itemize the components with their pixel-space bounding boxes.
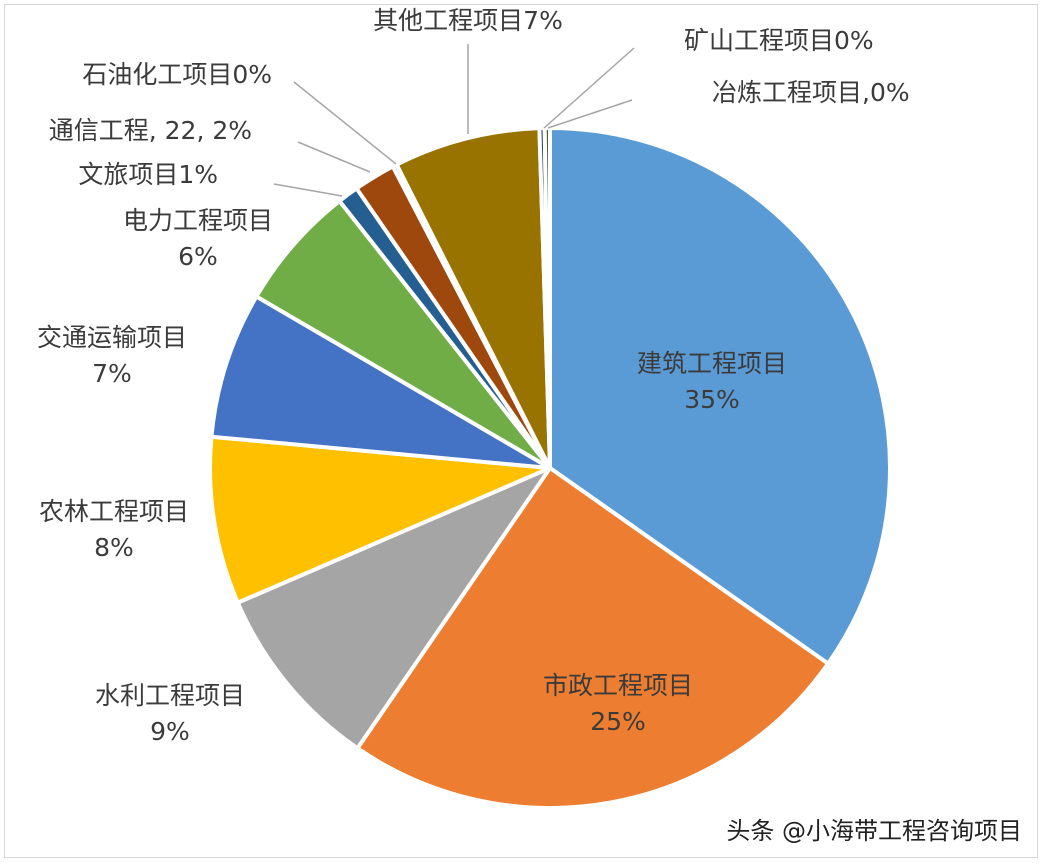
slice-label-line: 35% xyxy=(684,385,740,414)
leader-line xyxy=(297,141,371,173)
slice-label: 矿山工程项目0% xyxy=(684,26,874,55)
slice-label-line: 冶炼工程项目,0% xyxy=(712,78,910,107)
pie-slice xyxy=(548,126,892,666)
slice-label-line: 8% xyxy=(94,533,134,562)
pie-slice xyxy=(394,126,552,470)
slice-label-line: 其他工程项目7% xyxy=(373,6,563,35)
slice-label: 市政工程项目 25% xyxy=(543,671,693,736)
slice-label-line: 9% xyxy=(150,717,190,746)
pie-slice xyxy=(208,434,552,605)
pie-slice xyxy=(235,466,552,751)
slice-label: 冶炼工程项目,0% xyxy=(712,78,910,107)
slice-labels: 建筑工程项目 35% 市政工程项目 25% 水利工程项目 9% 农林工程项目 8% 交通运输项目… xyxy=(37,6,910,746)
slice-label: 水利工程项目 9% xyxy=(95,681,245,746)
slice-label-line: 文旅项目1% xyxy=(78,160,218,189)
slice-label-line: 7% xyxy=(92,359,132,388)
slice-label-line: 矿山工程项目0% xyxy=(684,26,874,55)
slice-label: 电力工程项目 6% xyxy=(123,206,273,271)
leader-line xyxy=(543,47,635,129)
slice-label: 建筑工程项目 35% xyxy=(637,349,787,414)
slice-label-line: 市政工程项目 xyxy=(543,671,693,700)
pie-slices xyxy=(208,125,892,810)
leader-line xyxy=(547,99,633,129)
leader-line xyxy=(293,81,397,165)
chart-frame xyxy=(4,4,1038,858)
slice-label: 石油化工项目0% xyxy=(82,60,272,89)
pie-slice xyxy=(355,466,831,810)
slice-label: 通信工程, 22, 2% xyxy=(49,116,252,145)
slice-label-line: 通信工程, 22, 2% xyxy=(49,116,252,145)
slice-label-line: 建筑工程项目 xyxy=(637,349,787,378)
slice-label-line: 电力工程项目 xyxy=(123,206,273,235)
slice-label-line: 水利工程项目 xyxy=(95,681,245,710)
watermark: 头条 @小海带工程咨询项目 xyxy=(726,817,1022,845)
slice-label: 交通运输项目 7% xyxy=(37,323,187,388)
slice-label-line: 农林工程项目 xyxy=(39,497,189,526)
pie-slice xyxy=(209,294,552,470)
slice-label-line: 6% xyxy=(178,242,218,271)
slice-label: 文旅项目1% xyxy=(78,160,218,189)
pie-slice xyxy=(254,199,552,470)
slice-label-line: 石油化工项目0% xyxy=(82,60,272,89)
leader-line xyxy=(273,183,343,197)
slice-label-line: 25% xyxy=(590,707,646,736)
slice-label-line: 交通运输项目 xyxy=(37,323,187,352)
slice-label: 农林工程项目 8% xyxy=(39,497,189,562)
slice-label: 其他工程项目7% xyxy=(373,6,563,35)
leader-lines xyxy=(273,44,635,197)
